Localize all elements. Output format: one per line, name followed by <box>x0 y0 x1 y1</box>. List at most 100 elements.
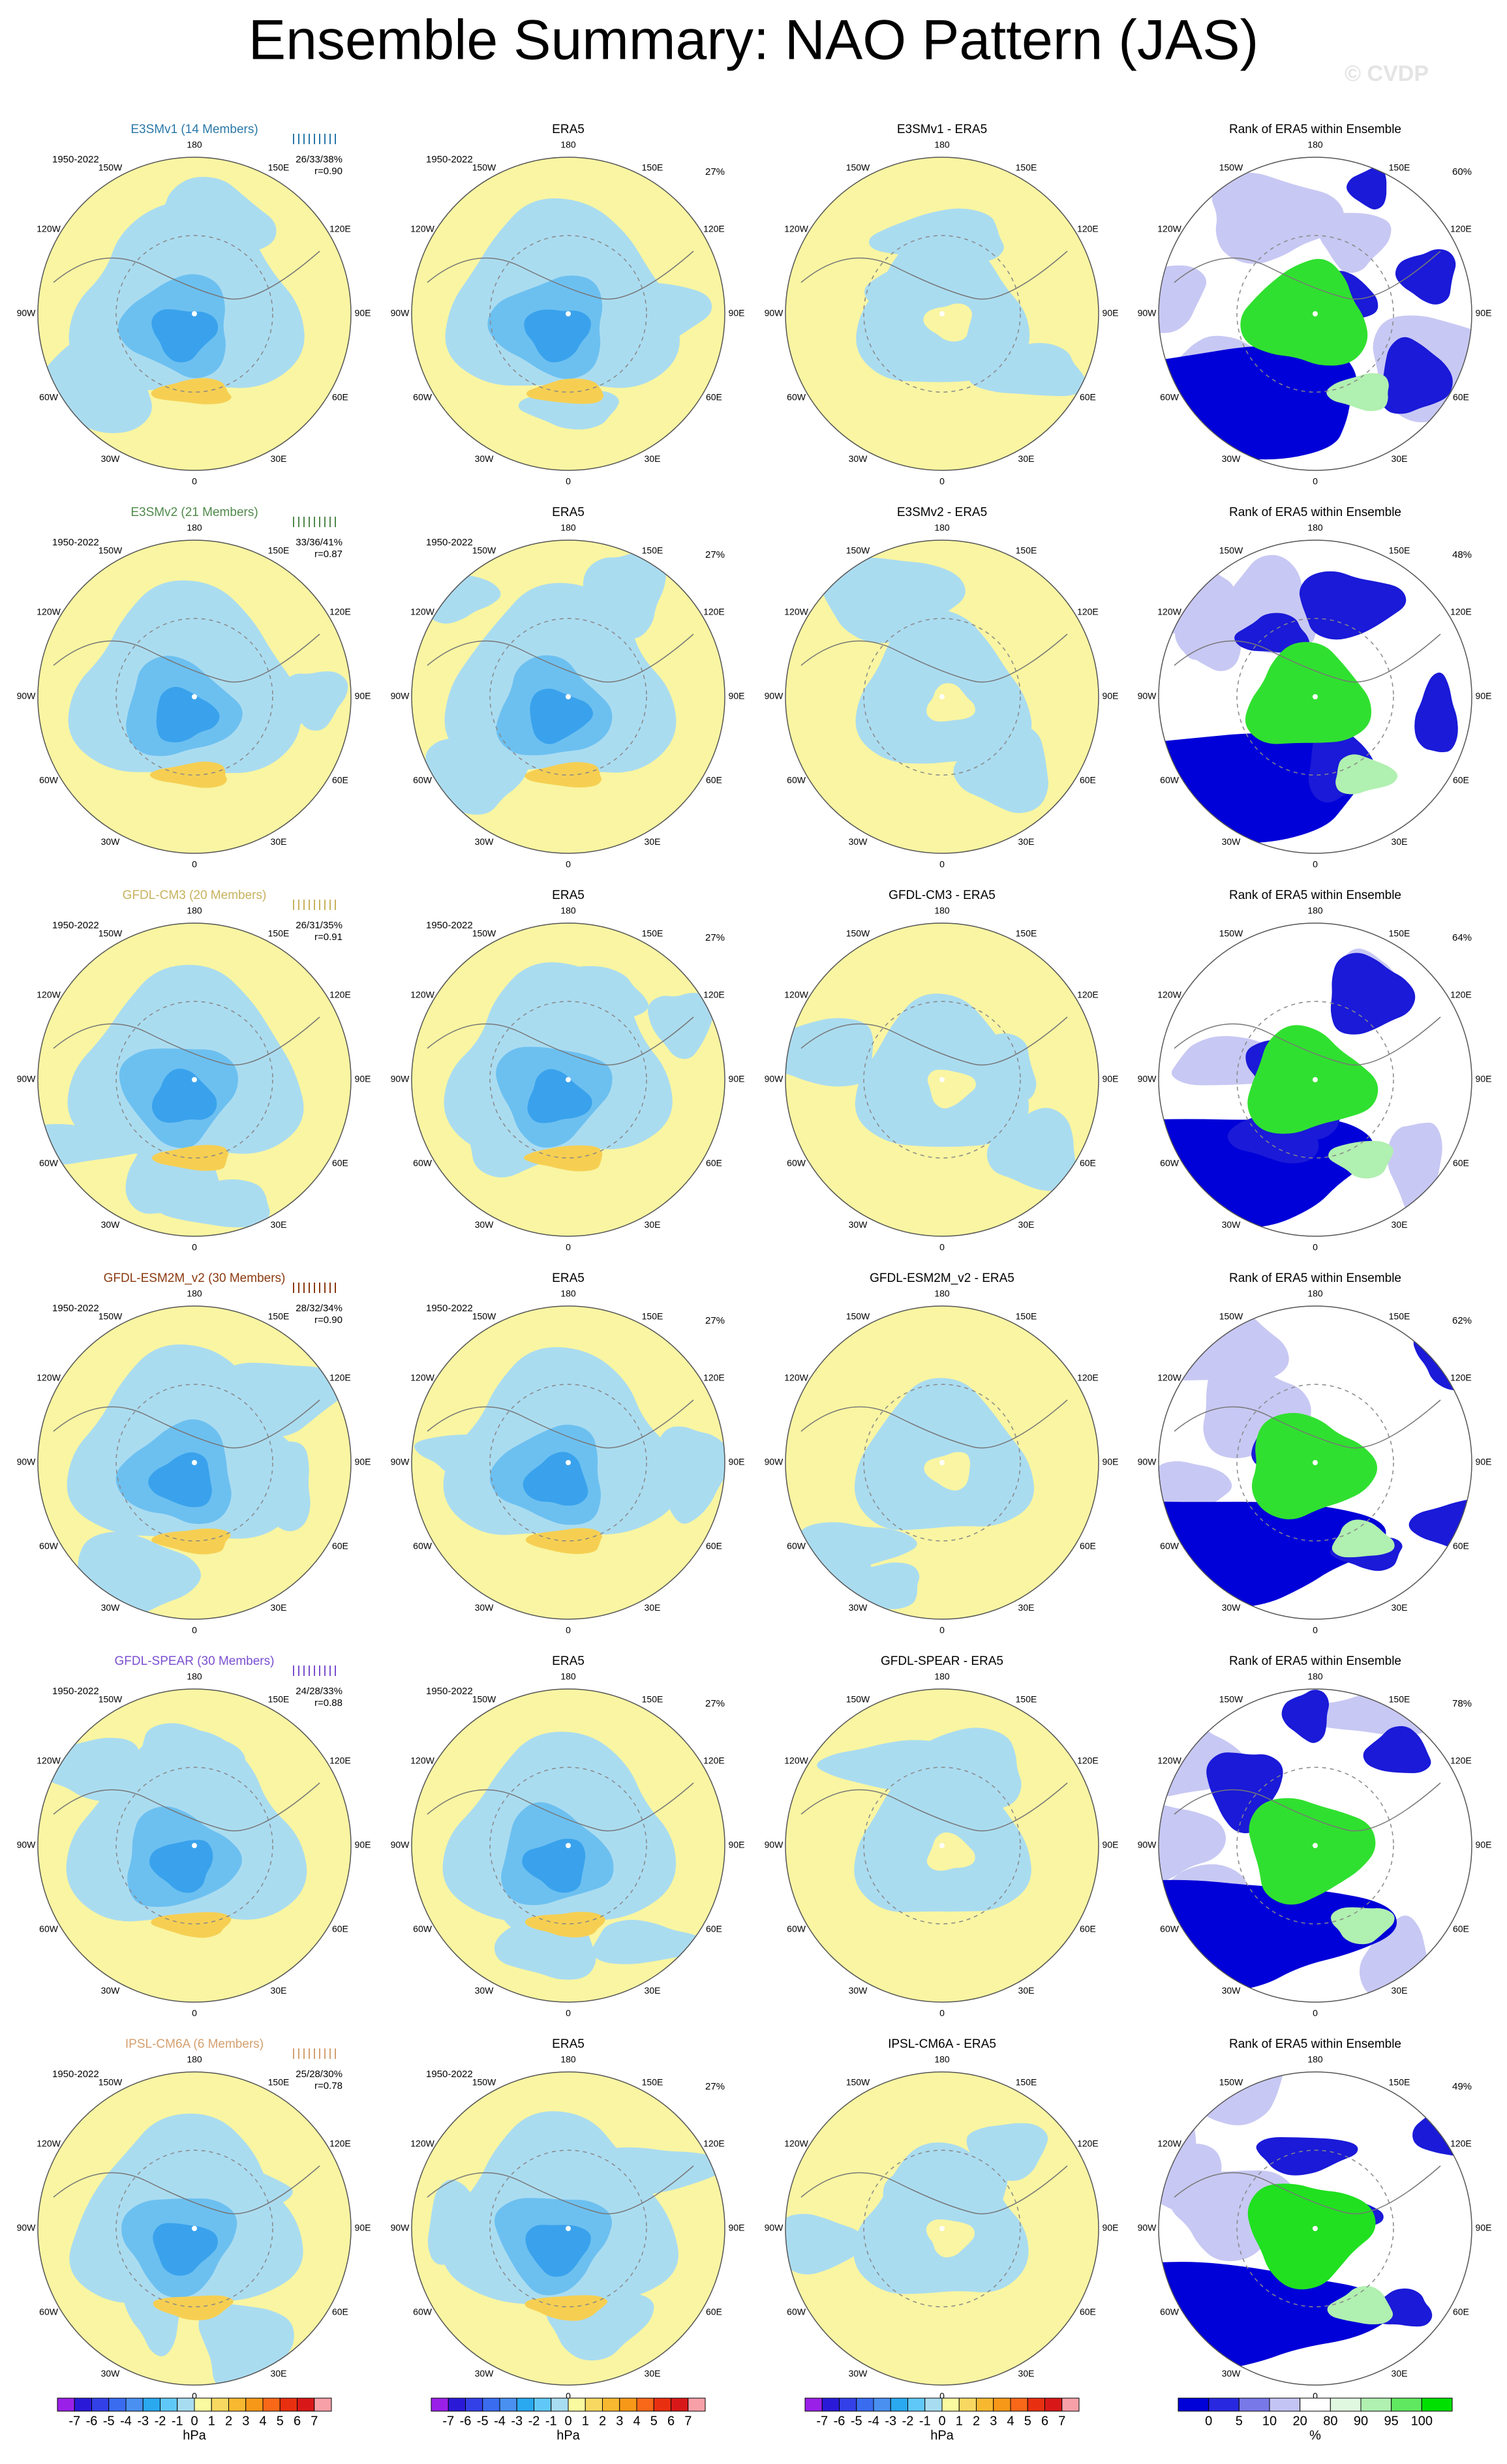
coastline <box>800 1016 1068 1066</box>
longitude-label: 150W <box>846 1311 870 1321</box>
colorbar-box <box>821 2397 840 2412</box>
longitude-label: 120E <box>1450 607 1472 617</box>
obs-percent: 27% <box>705 166 725 177</box>
rank-region <box>1379 337 1453 414</box>
colorbar-box <box>482 2397 500 2412</box>
colorbar-box <box>585 2397 603 2412</box>
correlation: r=0.90 <box>314 1315 342 1326</box>
longitude-label: 150W <box>99 545 123 555</box>
longitude-label: 30W <box>101 836 121 847</box>
longitude-label: 60E <box>1453 2307 1469 2317</box>
colorbar-box <box>91 2397 110 2412</box>
map-field <box>1159 1689 1472 2002</box>
longitude-label: 30E <box>271 836 287 847</box>
longitude-label: 90E <box>1103 1840 1119 1850</box>
contour-region <box>522 1838 586 1893</box>
longitude-label: 150E <box>1389 1311 1410 1321</box>
longitude-label: 60E <box>1453 1924 1469 1934</box>
longitude-label: 120W <box>410 990 434 1000</box>
longitude-label: 150W <box>846 2076 870 2087</box>
longitude-label: 120W <box>37 224 61 234</box>
longitude-label: 60W <box>413 1158 433 1168</box>
longitude-label: 30W <box>101 1985 121 1996</box>
longitude-label: 90W <box>391 1457 410 1467</box>
longitude-label: 120W <box>410 224 434 234</box>
map-border <box>411 1305 725 1620</box>
model-title: E3SMv2 (21 Members) <box>130 506 258 519</box>
longitude-label: 180 <box>934 1288 950 1299</box>
period: 1950-2022 <box>426 1686 473 1697</box>
longitude-label: 150W <box>472 162 496 172</box>
pole-marker <box>1313 2226 1318 2231</box>
latitude-ring <box>115 1001 273 1159</box>
colorbar-tick-label: 6 <box>294 2414 301 2428</box>
coastline <box>800 251 1068 300</box>
longitude-label: 90W <box>17 308 37 318</box>
latitude-ring <box>489 618 647 776</box>
coastline <box>427 1782 694 1832</box>
pole-marker <box>939 1460 945 1465</box>
map-border <box>37 2071 352 2386</box>
colorbar-box <box>211 2397 229 2412</box>
pole-marker <box>939 1077 945 1082</box>
longitude-label: 0 <box>1313 1625 1318 1635</box>
rank-region <box>1347 168 1387 210</box>
longitude-label: 60E <box>706 1541 722 1551</box>
contour-region <box>148 1452 212 1508</box>
colorbar-box <box>993 2397 1011 2412</box>
rank-region <box>1159 1306 1289 1382</box>
colorbar-box <box>431 2397 449 2412</box>
map-field <box>412 540 725 853</box>
colorbar-box <box>856 2397 874 2412</box>
figure-title: Ensemble Summary: NAO Pattern (JAS) <box>249 9 1258 72</box>
pole-marker <box>566 694 571 699</box>
obs-title: ERA5 <box>552 123 585 136</box>
rank-region <box>1159 733 1373 844</box>
longitude-label: 150W <box>846 928 870 938</box>
latitude-ring <box>489 1767 647 1924</box>
colorbar-box <box>873 2397 891 2412</box>
longitude-label: 90E <box>1103 1457 1119 1467</box>
coastline <box>427 1016 694 1066</box>
colorbar-tick-label: 7 <box>684 2414 692 2428</box>
contour-region <box>523 1452 588 1506</box>
longitude-label: 0 <box>566 476 571 487</box>
longitude-label: 60W <box>39 775 59 785</box>
longitude-label: 0 <box>939 476 945 487</box>
longitude-label: 90W <box>1138 1840 1157 1850</box>
pole-marker <box>1313 1843 1318 1848</box>
rank-region <box>1159 2262 1391 2374</box>
colorbar-box <box>619 2397 637 2412</box>
colorbar-tick-label: -2 <box>902 2414 914 2428</box>
longitude-label: 0 <box>939 2008 945 2018</box>
colorbar-box <box>108 2397 127 2412</box>
colorbar-tick-label: 80 <box>1323 2414 1337 2428</box>
longitude-label: 150E <box>642 1311 663 1321</box>
longitude-label: 120E <box>703 990 725 1000</box>
longitude-label: 180 <box>934 905 950 916</box>
longitude-label: 120E <box>329 990 351 1000</box>
colorbar-tick-label: 90 <box>1354 2414 1368 2428</box>
longitude-label: 0 <box>1313 476 1318 487</box>
map-border <box>37 1688 352 2003</box>
longitude-label: 120W <box>37 2138 61 2149</box>
longitude-label: 180 <box>934 523 950 533</box>
rank-percent: 64% <box>1452 932 1472 943</box>
colorbar-box <box>1300 2397 1331 2412</box>
colorbar-box <box>262 2397 281 2412</box>
rank-region <box>1327 2286 1393 2324</box>
obs-title: ERA5 <box>552 889 585 902</box>
pole-marker <box>566 1460 571 1465</box>
colorbar-tick-label: 6 <box>667 2414 675 2428</box>
longitude-label: 150E <box>1016 545 1037 555</box>
contour-region <box>198 2165 293 2212</box>
longitude-label: 150E <box>1016 1694 1037 1704</box>
contour-region <box>242 1441 311 1532</box>
colorbar-box <box>499 2397 517 2412</box>
longitude-label: 30W <box>475 1219 495 1230</box>
longitude-label: 60W <box>413 392 433 403</box>
period: 1950-2022 <box>426 1303 473 1314</box>
longitude-label: 90W <box>765 308 784 318</box>
colorbar-box <box>142 2397 160 2412</box>
longitude-label: 0 <box>192 2391 197 2401</box>
